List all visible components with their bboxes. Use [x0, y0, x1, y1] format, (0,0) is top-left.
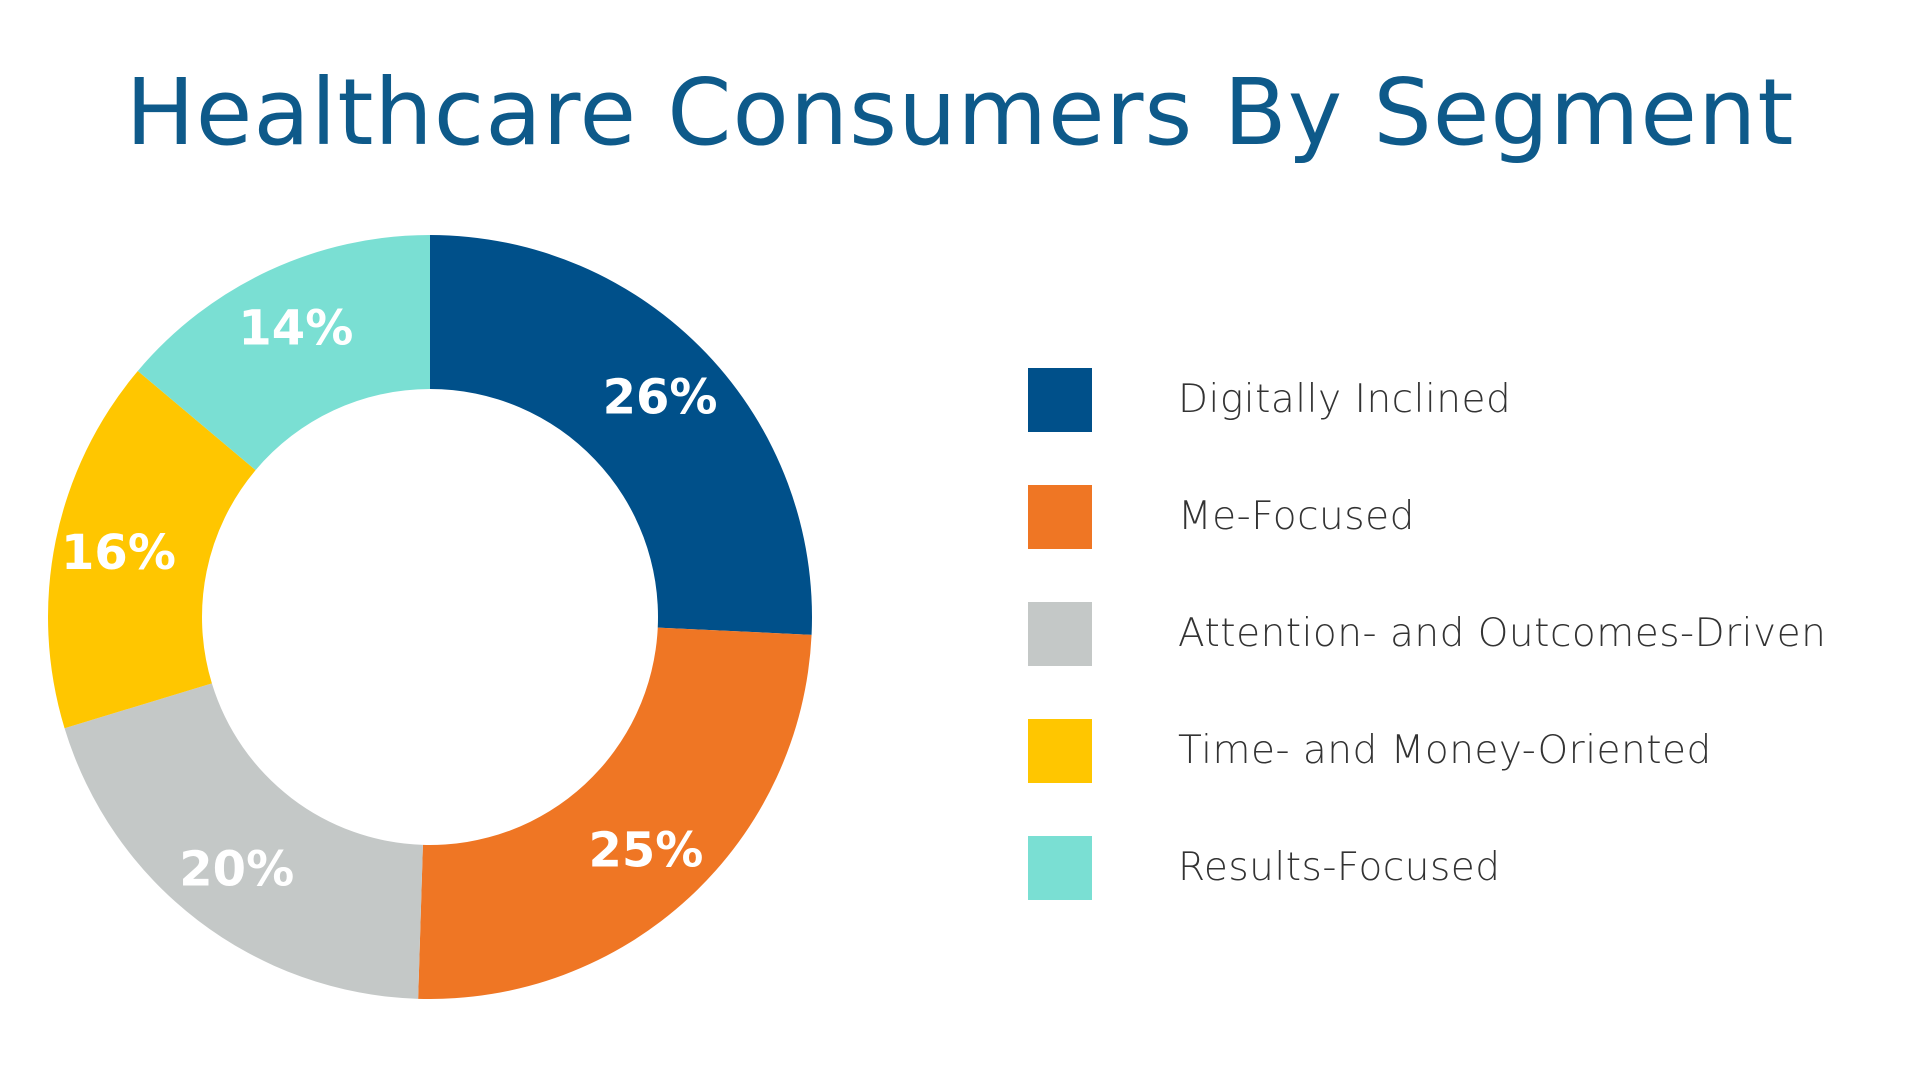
- legend-swatch: [1028, 836, 1092, 900]
- data-label-4: 16%: [61, 525, 176, 581]
- legend-label: Attention- and Outcomes-Driven: [1178, 611, 1827, 656]
- data-label-1: 26%: [603, 369, 718, 425]
- legend-swatch: [1028, 485, 1092, 549]
- donut-chart: 26% 25% 20% 16% 14%: [48, 235, 812, 999]
- data-label-5: 14%: [238, 301, 353, 357]
- legend-item-5: Results-Focused: [1028, 836, 1908, 900]
- legend-label: Time- and Money-Oriented: [1178, 728, 1712, 773]
- data-label-2: 25%: [589, 822, 704, 878]
- donut-slice-5: [137, 235, 430, 471]
- donut-slice-2: [418, 627, 812, 999]
- data-label-3: 20%: [179, 842, 294, 898]
- legend-swatch: [1028, 719, 1092, 783]
- legend-item-4: Time- and Money-Oriented: [1028, 719, 1908, 783]
- donut-slice-1: [430, 235, 812, 635]
- legend-label: Digitally Inclined: [1178, 377, 1512, 422]
- legend-item-1: Digitally Inclined: [1028, 368, 1908, 432]
- legend-label: Results-Focused: [1178, 845, 1501, 890]
- donut-slice-3: [64, 683, 423, 999]
- legend-item-2: Me-Focused: [1028, 485, 1908, 549]
- donut-slice-4: [48, 370, 256, 729]
- legend-item-3: Attention- and Outcomes-Driven: [1028, 602, 1908, 666]
- donut-data-labels: 26% 25% 20% 16% 14%: [61, 301, 717, 898]
- legend-swatch: [1028, 368, 1092, 432]
- chart-title: Healthcare Consumers By Segment: [125, 59, 1795, 166]
- legend-swatch: [1028, 602, 1092, 666]
- donut-slices: [48, 235, 812, 999]
- chart-legend: Digitally Inclined Me-Focused Attention- a…: [1028, 0, 1908, 1080]
- legend-label: Me-Focused: [1178, 494, 1415, 539]
